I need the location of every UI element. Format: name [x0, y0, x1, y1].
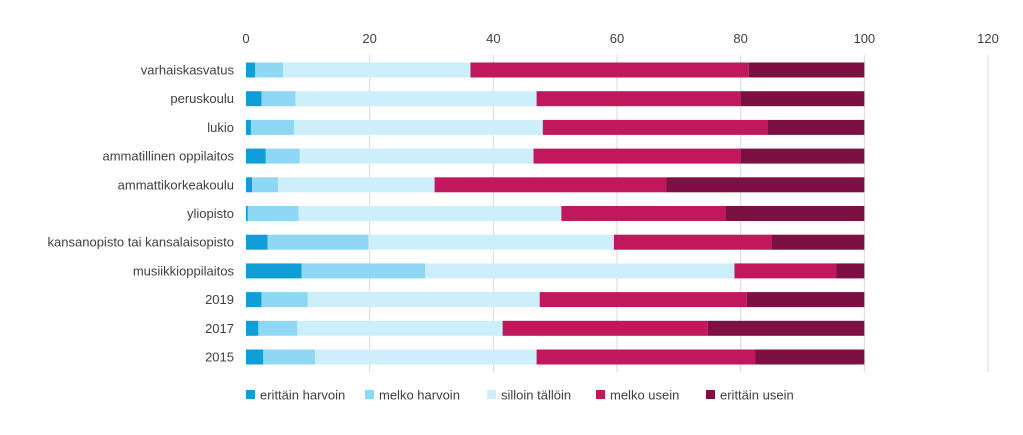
x-tick-label: 20 [362, 31, 376, 46]
bar-segment [258, 320, 298, 336]
category-label: 2015 [205, 350, 234, 365]
bar-segment [539, 292, 747, 308]
bar-segment [533, 148, 741, 164]
bar-segment [368, 234, 614, 250]
bar-segment [295, 91, 537, 107]
x-tick-label: 80 [733, 31, 747, 46]
bar-segment [542, 119, 768, 135]
bar-segment [294, 119, 543, 135]
legend-label: melko usein [610, 388, 679, 403]
legend-swatch [365, 390, 374, 399]
category-label: varhaiskasvatus [141, 63, 235, 78]
bar-segment [740, 148, 865, 164]
bar-segment [836, 263, 865, 279]
legend-label: silloin tällöin [501, 388, 571, 403]
bar-segment [246, 177, 253, 193]
bar-segment [255, 62, 284, 78]
bar-segment [613, 234, 772, 250]
x-tick-label: 120 [977, 31, 999, 46]
category-label: kansanopisto tai kansalaisopisto [48, 235, 234, 250]
x-tick-label: 40 [486, 31, 500, 46]
bar-segment [246, 292, 262, 308]
bar-segment [470, 62, 749, 78]
bar-segment [315, 349, 537, 365]
bar-segment [707, 320, 865, 336]
bar-segment [246, 119, 251, 135]
legend-label: erittäin harvoin [260, 388, 345, 403]
bar-segment [536, 349, 756, 365]
bar-segment [755, 349, 865, 365]
bar-segment [252, 177, 279, 193]
bar-segment [246, 234, 268, 250]
bar-segment [307, 292, 540, 308]
bar-segment [771, 234, 865, 250]
bar-segment [298, 206, 562, 221]
legend-label: erittäin usein [720, 388, 794, 403]
category-labels: varhaiskasvatus peruskoulu lukio ammatillin… [48, 63, 235, 365]
category-label: ammatillinen oppilaitos [102, 149, 234, 164]
bar-segment [246, 148, 266, 164]
bar-segment [247, 206, 299, 221]
bar-segment [502, 320, 708, 336]
bar-segment [246, 91, 262, 107]
x-tick-label: 100 [853, 31, 875, 46]
category-label: ammattikorkeakoulu [118, 177, 234, 192]
bar-segment [561, 206, 726, 221]
bar-segment [425, 263, 735, 279]
bar-segment [246, 320, 259, 336]
bar-segment [261, 91, 296, 107]
legend-swatch [246, 390, 255, 399]
bar-segment [267, 234, 369, 250]
bar-segment [297, 320, 503, 336]
bar-segment [246, 62, 256, 78]
category-label: yliopisto [187, 206, 234, 221]
bar-segment [246, 263, 302, 279]
legend-swatch [487, 390, 496, 399]
legend-label: melko harvoin [379, 388, 460, 403]
bars [246, 62, 865, 365]
bar-segment [265, 148, 300, 164]
legend-swatch [596, 390, 605, 399]
legend-swatch [706, 390, 715, 399]
bar-segment [740, 91, 865, 107]
bar-segment [748, 62, 865, 78]
bar-segment [746, 292, 865, 308]
bar-segment [301, 263, 426, 279]
category-label: lukio [207, 120, 234, 135]
bar-segment [283, 62, 471, 78]
x-tick-label: 0 [242, 31, 249, 46]
category-label: musiikkioppilaitos [133, 263, 235, 278]
x-axis-ticks: 0 20 40 60 80 100 120 [242, 31, 998, 46]
bar-segment [536, 91, 741, 107]
legend: erittäin harvoin melko harvoin silloin täl… [246, 388, 794, 403]
bar-segment [725, 206, 865, 221]
bar-segment [278, 177, 435, 193]
bar-segment [263, 349, 316, 365]
bar-segment [734, 263, 837, 279]
bar-segment [250, 119, 295, 135]
bar-segment [299, 148, 534, 164]
bar-segment [246, 206, 248, 221]
bar-segment [666, 177, 865, 193]
bar-segment [261, 292, 308, 308]
bar-segment [434, 177, 667, 193]
category-label: 2017 [205, 321, 234, 336]
x-tick-label: 60 [610, 31, 624, 46]
category-label: 2019 [205, 292, 234, 307]
bar-segment [767, 119, 865, 135]
bar-segment [246, 349, 264, 365]
category-label: peruskoulu [170, 91, 234, 106]
